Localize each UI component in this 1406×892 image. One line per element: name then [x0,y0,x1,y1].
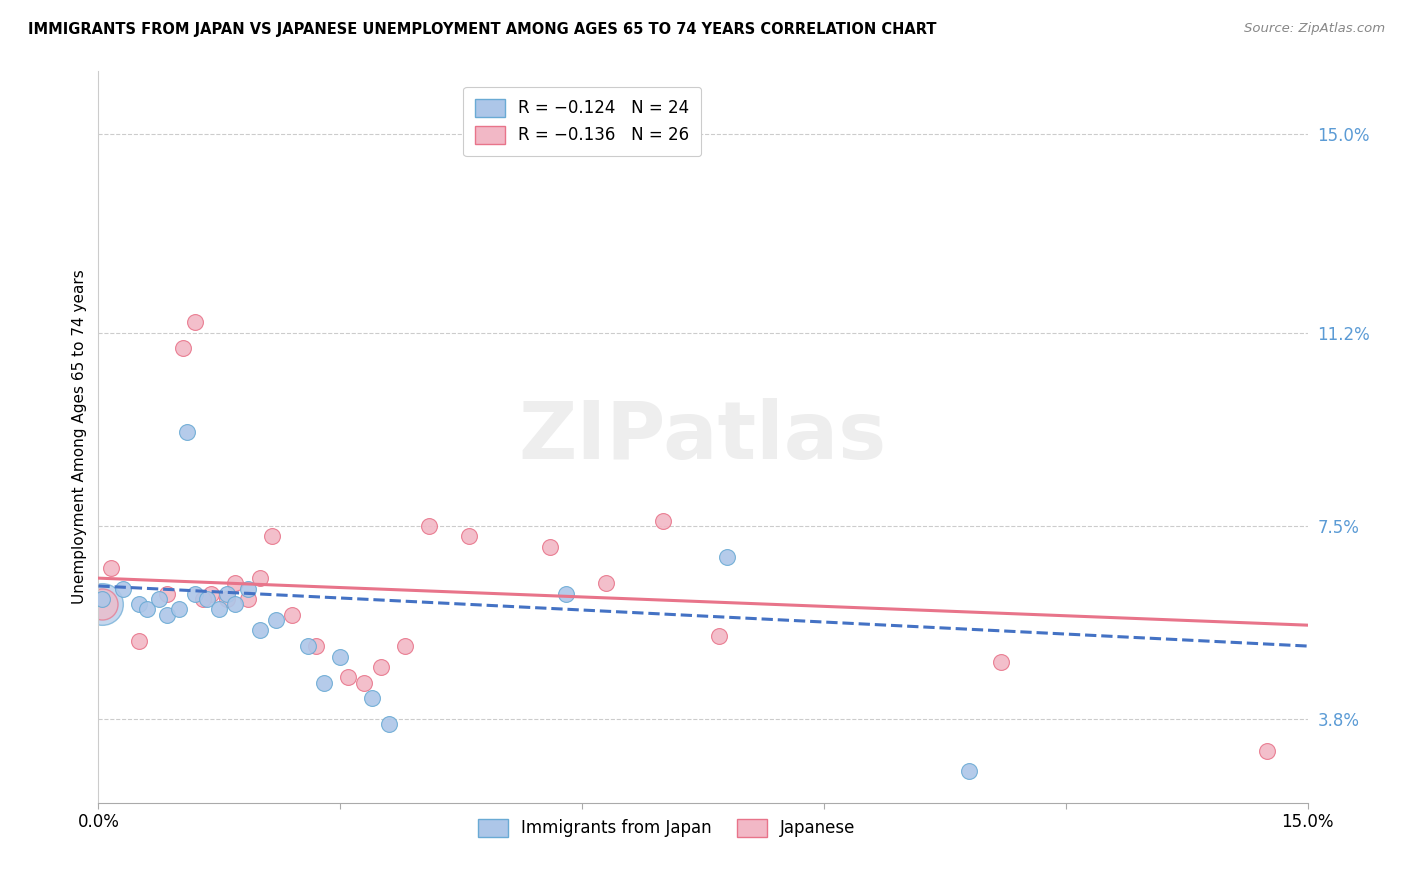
Point [100,560,122,574]
Point [236,592,259,607]
Point [208,602,231,616]
Point [651,514,673,528]
Point [281,607,304,622]
Point [176,425,198,439]
Point [249,571,271,585]
Point [957,764,980,779]
Point [184,315,207,329]
Point [394,639,416,653]
Point [249,624,271,638]
Point [193,592,215,607]
Point [305,639,328,653]
Point [329,649,352,664]
Point [217,592,239,607]
Point [297,639,319,653]
Point [595,576,617,591]
Point [111,582,134,596]
Point [128,597,150,611]
Point [167,602,190,616]
Point [260,529,283,543]
Point [91,597,114,611]
Text: ZIPatlas: ZIPatlas [519,398,887,476]
Point [148,592,170,607]
Text: Source: ZipAtlas.com: Source: ZipAtlas.com [1244,22,1385,36]
Point [156,607,179,622]
Y-axis label: Unemployment Among Ages 65 to 74 years: Unemployment Among Ages 65 to 74 years [72,269,87,605]
Point [337,670,360,684]
Point [200,587,222,601]
Point [172,341,194,355]
Point [195,592,218,607]
Point [236,582,259,596]
Point [135,602,157,616]
Point [224,597,246,611]
Point [361,691,384,706]
Text: IMMIGRANTS FROM JAPAN VS JAPANESE UNEMPLOYMENT AMONG AGES 65 TO 74 YEARS CORRELA: IMMIGRANTS FROM JAPAN VS JAPANESE UNEMPL… [28,22,936,37]
Point [418,519,440,533]
Point [458,529,481,543]
Point [538,540,561,554]
Point [314,675,336,690]
Legend: Immigrants from Japan, Japanese: Immigrants from Japan, Japanese [470,810,863,846]
Point [370,660,392,674]
Point [990,655,1012,669]
Point [224,576,246,591]
Point [555,587,578,601]
Point [1256,743,1278,757]
Point [184,587,207,601]
Point [377,717,399,731]
Point [128,633,150,648]
Point [91,597,114,611]
Point [707,629,730,643]
Point [716,550,738,565]
Point [91,592,114,607]
Point [217,587,239,601]
Point [156,587,179,601]
Point [264,613,287,627]
Point [353,675,375,690]
